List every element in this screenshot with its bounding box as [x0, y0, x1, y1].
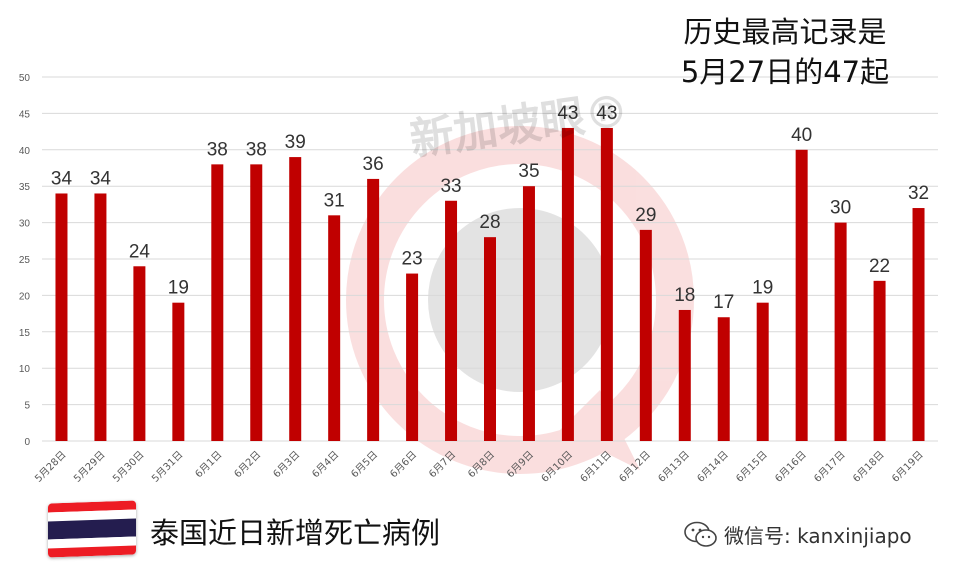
y-tick-label: 45 [19, 109, 31, 120]
x-tick-label: 6月5日 [349, 449, 381, 481]
watermark-outer-ring [346, 126, 694, 474]
bar [367, 178, 380, 442]
y-tick-label: 10 [19, 364, 31, 375]
bar [834, 222, 847, 441]
x-tick-label: 6月19日 [890, 449, 926, 485]
data-label: 23 [402, 249, 423, 270]
x-tick-label: 6月1日 [193, 449, 225, 481]
x-tick-label: 5月28日 [32, 449, 68, 485]
data-label: 33 [440, 176, 461, 197]
wechat-id: 微信号: kanxinjiapo [684, 520, 912, 549]
bar [94, 193, 107, 441]
y-tick-label: 25 [19, 255, 31, 266]
bar [484, 237, 496, 441]
chart-caption: 泰国近日新增死亡病例 [150, 516, 441, 550]
y-tick-label: 50 [19, 73, 31, 84]
x-tick-label: 5月29日 [71, 449, 107, 485]
data-label: 40 [791, 125, 812, 146]
data-label: 31 [324, 190, 345, 211]
y-tick-label: 30 [19, 219, 31, 230]
bar [912, 208, 925, 441]
data-label: 34 [51, 168, 73, 189]
y-tick-label: 5 [24, 401, 30, 412]
x-tick-label: 5月30日 [110, 449, 146, 485]
x-tick-label: 6月14日 [695, 449, 731, 485]
bar [445, 200, 458, 441]
bar [55, 193, 68, 441]
data-label: 38 [207, 139, 228, 160]
x-tick-label: 6月6日 [388, 449, 420, 481]
bar [328, 215, 341, 441]
data-label: 18 [674, 285, 695, 306]
data-label: 17 [713, 292, 734, 313]
bar [289, 157, 302, 441]
bar [133, 266, 146, 441]
data-label: 24 [129, 241, 151, 262]
y-tick-label: 40 [19, 146, 31, 157]
bar [717, 317, 730, 441]
thailand-flag-icon [48, 500, 136, 558]
bar [172, 302, 185, 441]
bar [561, 127, 574, 442]
x-tick-label: 6月2日 [232, 449, 264, 481]
x-tick-label: 6月16日 [773, 449, 809, 485]
data-label: 29 [635, 205, 656, 226]
wechat-label: 微信号: kanxinjiapo [724, 524, 912, 548]
bar [600, 127, 613, 442]
data-label: 43 [557, 103, 578, 124]
x-tick-label: 5月31日 [149, 449, 185, 485]
data-label: 34 [90, 168, 112, 189]
x-tick-label: 6月13日 [656, 449, 692, 485]
x-tick-label: 6月18日 [851, 449, 887, 485]
y-tick-label: 35 [19, 182, 31, 193]
bar [211, 164, 224, 442]
data-label: 22 [869, 256, 890, 277]
data-label: 32 [908, 183, 929, 204]
bar [639, 229, 652, 441]
record-annotation-line2: 5月27日的47起 [680, 55, 890, 89]
data-label: 39 [285, 132, 306, 153]
bar [873, 280, 886, 441]
bar [250, 164, 263, 442]
x-tick-label: 6月4日 [310, 449, 342, 481]
watermark-pointer [560, 390, 640, 470]
bar [522, 186, 535, 441]
y-tick-label: 0 [24, 437, 30, 448]
bar [756, 302, 769, 441]
data-label: 38 [246, 139, 267, 160]
data-label: 36 [363, 154, 384, 175]
x-tick-label: 6月17日 [812, 449, 848, 485]
record-annotation: 历史最高记录是 5月27日的47起 [640, 12, 930, 92]
record-annotation-line1: 历史最高记录是 [683, 15, 887, 49]
data-label: 35 [518, 161, 539, 182]
x-tick-label: 6月15日 [734, 449, 770, 485]
bar [795, 149, 808, 442]
data-label: 30 [830, 198, 851, 219]
x-tick-label: 6月3日 [271, 449, 303, 481]
y-tick-label: 15 [19, 328, 31, 339]
y-tick-label: 20 [19, 291, 31, 302]
data-label: 28 [479, 212, 500, 233]
data-label: 19 [168, 278, 189, 299]
data-label: 43 [596, 103, 617, 124]
data-label: 19 [752, 278, 773, 299]
bar [678, 309, 691, 441]
wechat-icon [684, 521, 717, 547]
bar [406, 273, 419, 441]
